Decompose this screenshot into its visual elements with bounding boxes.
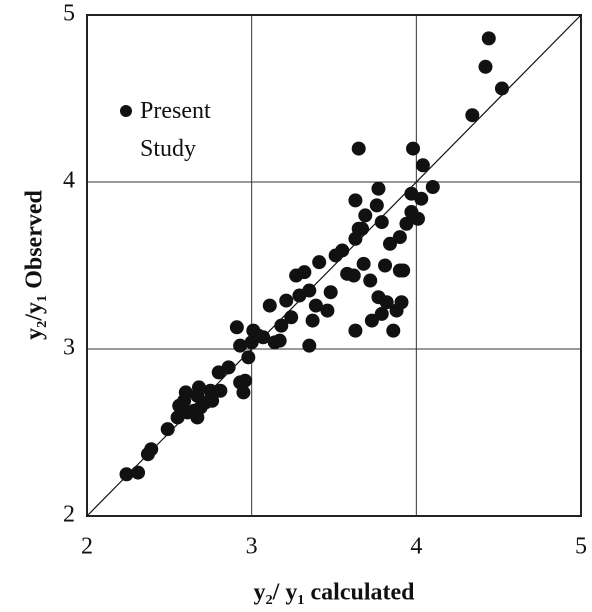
- point: [233, 338, 248, 353]
- legend-marker: [120, 105, 132, 117]
- y-tick-label: 3: [63, 335, 75, 361]
- point: [414, 191, 429, 206]
- point: [364, 313, 379, 328]
- point: [160, 422, 175, 437]
- point: [374, 215, 389, 230]
- point: [305, 313, 320, 328]
- point: [178, 385, 193, 400]
- x-tick-label: 2: [81, 534, 93, 560]
- point: [229, 320, 244, 335]
- point: [119, 467, 134, 482]
- point: [335, 243, 350, 258]
- point: [394, 295, 409, 310]
- point: [312, 255, 327, 270]
- point: [354, 221, 369, 236]
- point: [478, 59, 493, 74]
- point: [297, 265, 312, 280]
- point: [425, 180, 440, 195]
- point: [374, 306, 389, 321]
- point: [323, 285, 338, 300]
- point: [262, 298, 277, 313]
- point: [379, 295, 394, 310]
- point: [358, 208, 373, 223]
- point: [386, 323, 401, 338]
- point: [348, 193, 363, 208]
- point: [308, 298, 323, 313]
- point: [272, 333, 287, 348]
- point: [399, 216, 414, 231]
- point: [392, 230, 407, 245]
- point: [131, 465, 146, 480]
- point: [241, 350, 256, 365]
- point: [396, 263, 411, 278]
- point: [348, 323, 363, 338]
- x-tick-label: 3: [246, 534, 258, 560]
- point: [494, 81, 509, 96]
- point: [406, 141, 421, 156]
- point: [371, 181, 386, 196]
- point: [302, 283, 317, 298]
- point: [190, 410, 205, 425]
- x-tick-label: 4: [410, 534, 422, 560]
- point: [256, 330, 271, 345]
- point: [221, 360, 236, 375]
- point: [415, 158, 430, 173]
- y-tick-label: 2: [63, 502, 75, 528]
- y-tick-label: 5: [63, 1, 75, 27]
- point: [279, 293, 294, 308]
- point: [465, 108, 480, 123]
- point: [481, 31, 496, 46]
- point: [203, 383, 218, 398]
- point: [238, 373, 253, 388]
- x-tick-label: 5: [575, 534, 587, 560]
- point: [382, 236, 397, 251]
- point: [284, 310, 299, 325]
- y-tick-label: 4: [63, 168, 75, 194]
- x-axis-label: y₂/ y₁ calculated: [253, 580, 415, 606]
- point: [191, 380, 206, 395]
- point: [363, 273, 378, 288]
- point: [236, 385, 251, 400]
- point: [213, 383, 228, 398]
- point: [351, 141, 366, 156]
- point: [144, 442, 159, 457]
- point: [369, 198, 384, 213]
- point: [410, 211, 425, 226]
- legend-label: Present Study: [140, 98, 211, 162]
- point: [356, 256, 371, 271]
- point: [320, 303, 335, 318]
- point: [274, 318, 289, 333]
- point: [378, 258, 393, 273]
- point: [302, 338, 317, 353]
- point: [346, 268, 361, 283]
- y-axis-label: y₂/y₁ Observed: [22, 189, 48, 339]
